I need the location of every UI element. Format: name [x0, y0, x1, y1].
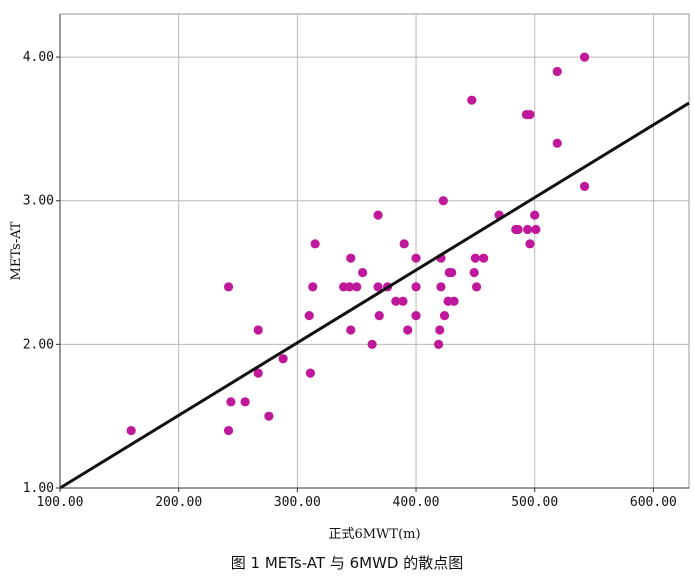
data-point — [374, 311, 384, 321]
data-point — [367, 339, 377, 349]
data-point — [470, 253, 480, 263]
data-point — [398, 296, 408, 306]
data-point — [411, 282, 421, 292]
data-point — [525, 109, 535, 120]
data-point — [126, 425, 136, 436]
data-point — [223, 282, 234, 292]
data-point — [226, 397, 236, 407]
data-point — [264, 411, 274, 421]
data-point — [346, 325, 356, 335]
y-tick-label: 3.00 — [23, 194, 54, 209]
data-point — [513, 224, 523, 235]
regression-line — [59, 101, 690, 490]
data-point — [352, 282, 362, 292]
data-point — [479, 253, 489, 263]
x-tick-label: 400.00 — [393, 495, 440, 510]
data-point — [304, 311, 314, 321]
data-point — [438, 196, 448, 206]
data-point — [240, 397, 250, 407]
data-point — [344, 282, 355, 292]
data-point — [399, 239, 409, 249]
data-point — [346, 253, 356, 263]
data-point — [411, 253, 421, 263]
data-point — [579, 181, 590, 191]
data-point — [358, 267, 368, 278]
axis-ticks: 100.00 200.00 300.00 400.00 500.00 600.00 1.00… — [23, 50, 677, 510]
data-point — [253, 368, 263, 378]
data-point — [373, 210, 383, 220]
data-point — [436, 282, 446, 292]
data-point — [552, 138, 562, 148]
x-tick-label: 500.00 — [511, 495, 558, 510]
data-point — [253, 325, 263, 335]
x-axis-title: 正式6MWT(m) — [328, 527, 420, 542]
data-point — [447, 267, 457, 278]
y-tick-label: 4.00 — [23, 50, 54, 65]
data-point — [552, 66, 562, 77]
data-point — [310, 239, 320, 249]
data-points — [126, 52, 590, 436]
data-point — [530, 210, 540, 220]
data-point — [433, 339, 444, 349]
x-tick-label: 300.00 — [274, 495, 321, 510]
data-point — [525, 239, 535, 249]
x-tick-label: 200.00 — [155, 495, 202, 510]
data-point — [391, 296, 401, 306]
data-point — [579, 52, 590, 62]
data-point — [439, 311, 450, 321]
data-point — [471, 282, 482, 292]
data-point — [449, 296, 459, 306]
data-point — [435, 325, 445, 335]
x-tick-label: 100.00 — [37, 495, 84, 510]
figure-caption: 图 1 METs-AT 与 6MWD 的散点图 — [230, 554, 464, 572]
data-point — [305, 368, 316, 378]
data-point — [278, 354, 288, 364]
data-point — [223, 425, 234, 436]
data-point — [411, 311, 421, 321]
data-point — [308, 282, 318, 292]
data-point — [522, 224, 533, 235]
y-tick-label: 2.00 — [23, 337, 54, 352]
data-point — [531, 224, 541, 235]
data-point — [469, 267, 479, 278]
y-tick-label: 1.00 — [23, 481, 54, 496]
data-point — [403, 325, 413, 335]
data-point — [373, 282, 383, 292]
data-point — [467, 95, 477, 105]
plot-area — [59, 13, 690, 489]
x-tick-label: 600.00 — [630, 495, 677, 510]
y-axis-title: METs-AT — [9, 221, 24, 280]
